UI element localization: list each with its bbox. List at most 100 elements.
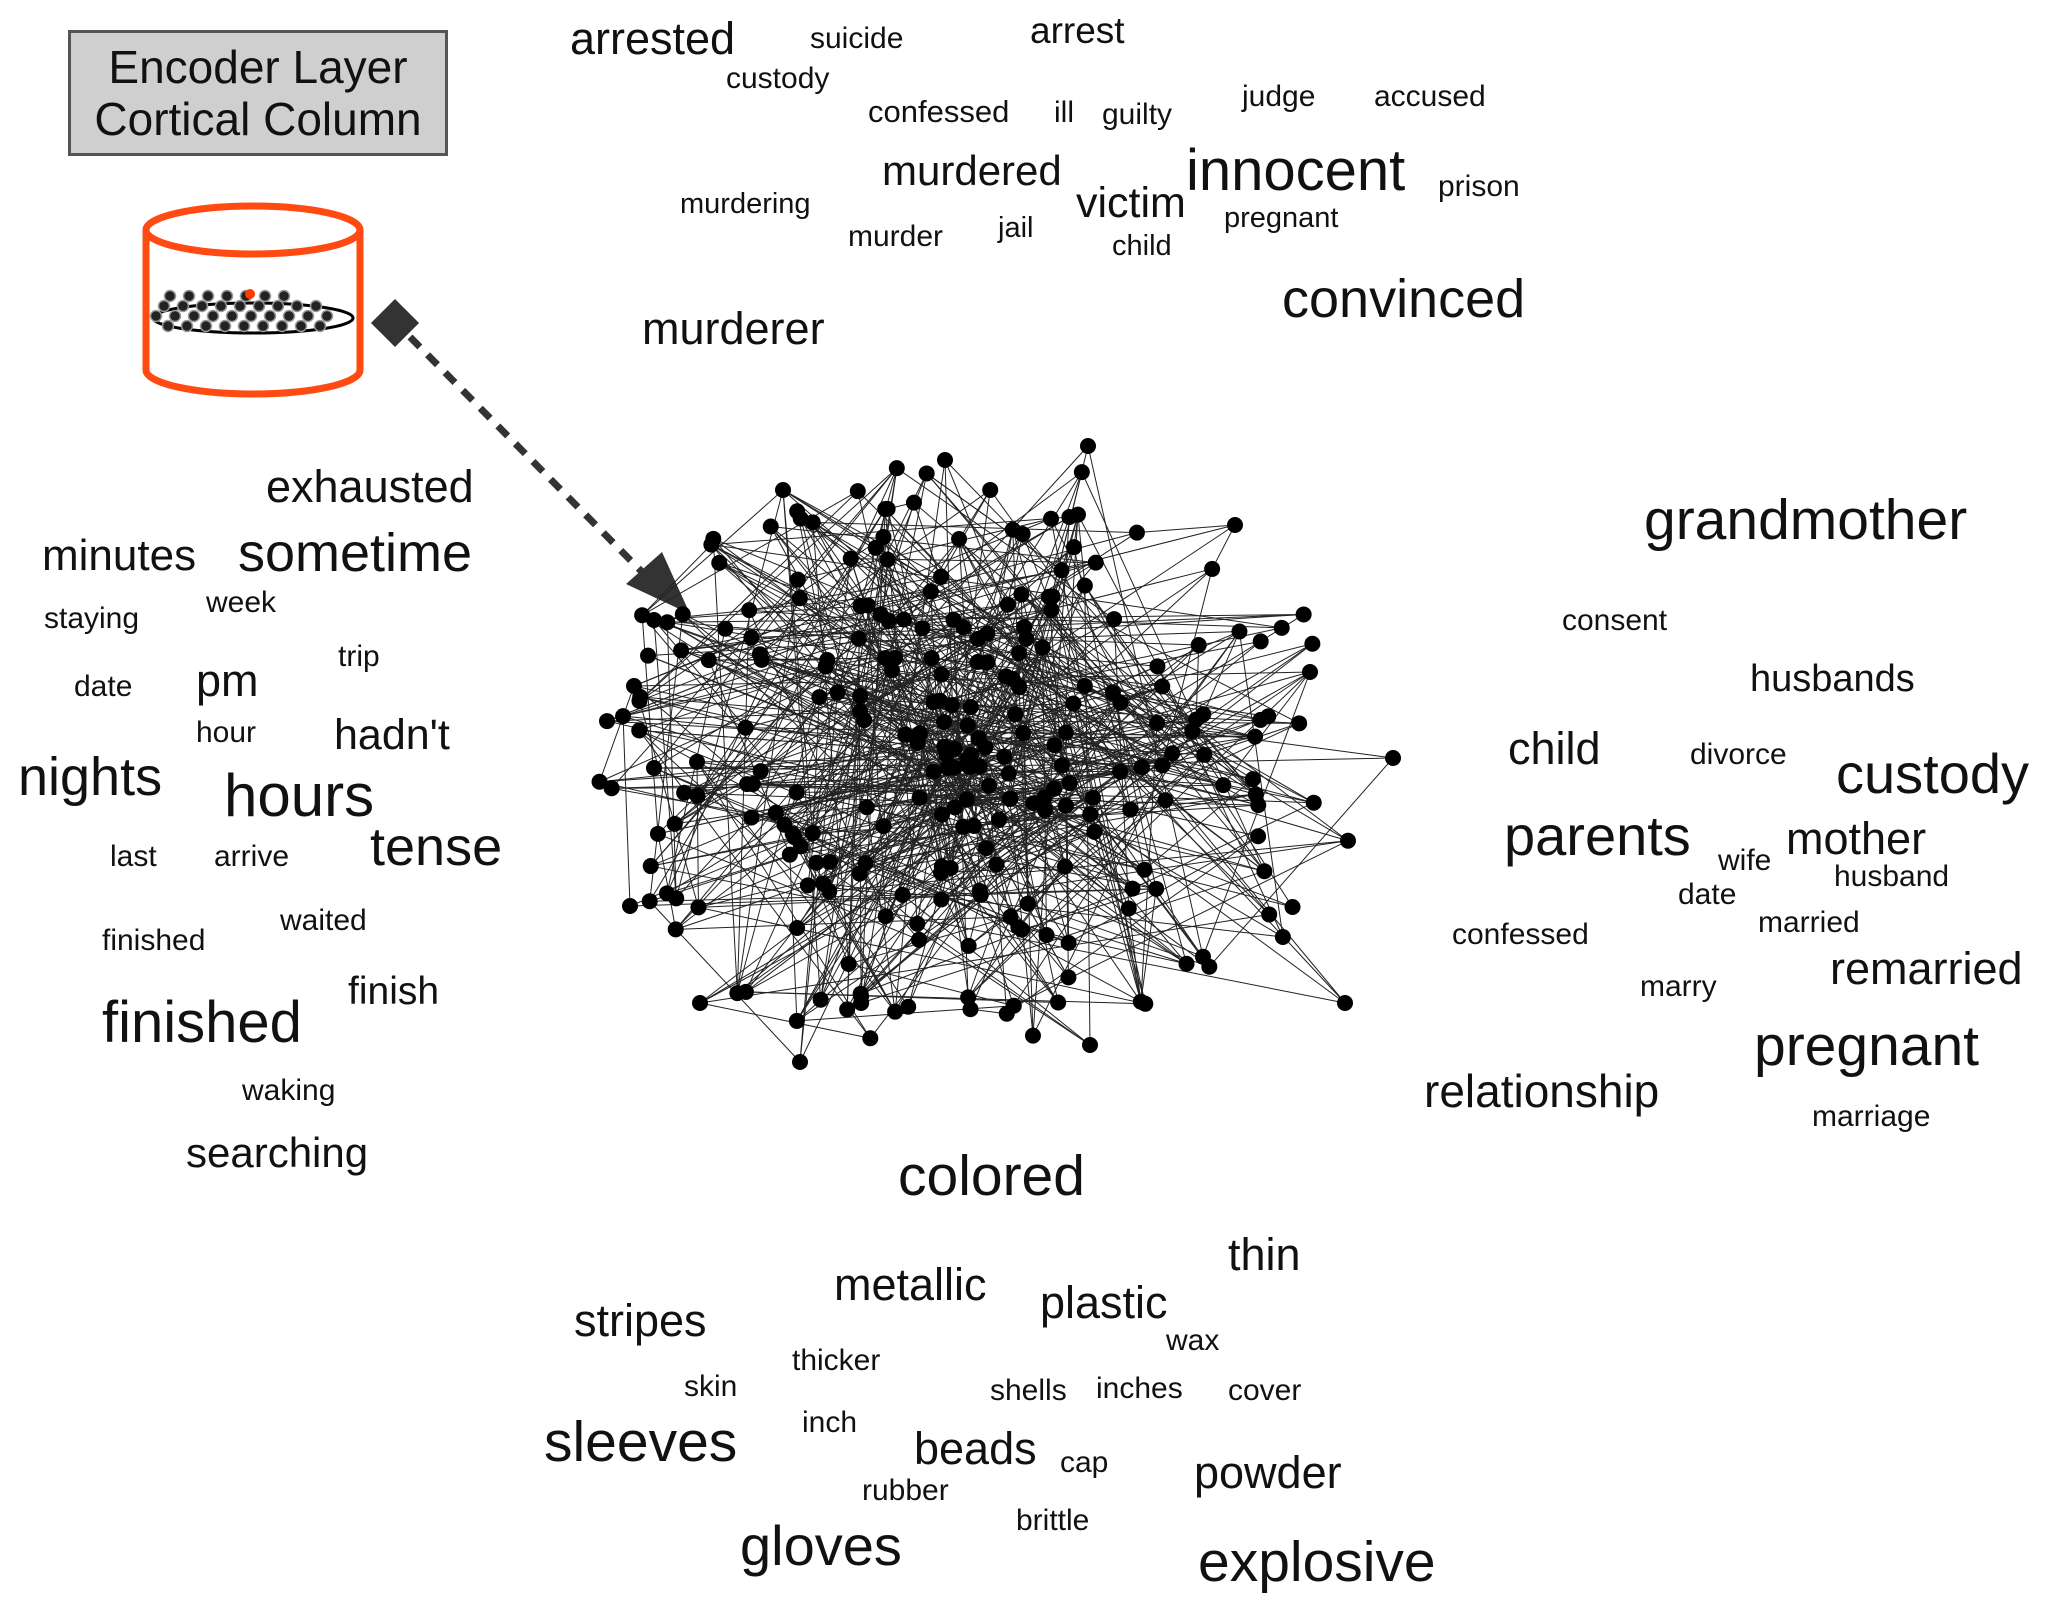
network-node [1304, 635, 1321, 652]
network-node [850, 630, 867, 647]
network-node [792, 1054, 808, 1070]
network-edge [1112, 692, 1157, 889]
network-edge [904, 459, 946, 735]
network-edge [867, 569, 1062, 606]
network-node [1244, 771, 1261, 788]
column-cell [301, 309, 315, 323]
network-node [751, 646, 768, 663]
word-family-consent: consent [1562, 604, 1668, 637]
network-node [933, 891, 950, 908]
word-crime-arrest: arrest [1030, 10, 1125, 51]
network-node [1065, 539, 1082, 556]
network-node [862, 1030, 879, 1047]
word-materials-explosive: explosive [1198, 1530, 1436, 1594]
network-node [1250, 828, 1267, 845]
network-edge [675, 445, 1089, 899]
network-node [1252, 711, 1269, 728]
network-node [1069, 506, 1086, 523]
network-node [918, 465, 935, 482]
word-crime-ill: ill [1054, 96, 1074, 129]
network-edge [653, 767, 1023, 931]
network-node [812, 991, 829, 1008]
network-edge [1161, 568, 1213, 766]
network-node [781, 846, 798, 863]
network-edge [917, 923, 1091, 1046]
network-edge [653, 619, 1158, 667]
network-edge [708, 590, 931, 661]
title-line-1: Encoder Layer [108, 41, 408, 93]
network-edge [752, 783, 989, 787]
network-edge [699, 799, 968, 1004]
network-node [1044, 588, 1061, 605]
network-edge [828, 891, 896, 1012]
network-node [1050, 994, 1067, 1011]
network-edge [1027, 903, 1210, 968]
word-time-searching: searching [186, 1129, 369, 1176]
word-materials-thicker: thicker [792, 1344, 881, 1377]
column-cell [199, 319, 213, 333]
cortical-column-icon [142, 202, 364, 398]
network-node [1149, 715, 1166, 732]
network-node [971, 758, 988, 775]
network-node [1295, 606, 1312, 623]
word-crime-murderer: murderer [642, 303, 825, 354]
network-edge [629, 888, 1157, 907]
word-time-staying: staying [44, 602, 140, 635]
network-edge [745, 991, 1146, 1005]
network-edge [969, 757, 1394, 768]
network-node [703, 536, 720, 553]
network-node [905, 494, 922, 511]
network-node [711, 554, 728, 571]
network-edge [745, 671, 1311, 993]
network-edge [629, 685, 1163, 907]
network-node [935, 714, 952, 731]
network-edge [860, 771, 1121, 997]
network-node [666, 815, 683, 832]
network-node [1046, 780, 1063, 797]
network-edge [816, 862, 1091, 1046]
network-edge [829, 840, 1349, 892]
column-cell [309, 299, 323, 313]
word-materials-colored: colored [898, 1144, 1085, 1208]
network-edge [865, 793, 1256, 864]
column-cell [294, 319, 308, 333]
network-node [1013, 586, 1030, 603]
word-time-hadnt: hadn't [334, 711, 450, 759]
column-cell [195, 299, 209, 313]
highlighted-cell [245, 289, 255, 299]
network-edge [816, 765, 980, 864]
word-time-hour: hour [196, 716, 257, 749]
network-edge [641, 544, 712, 616]
network-node [900, 998, 917, 1015]
word-crime-murder: murder [848, 220, 944, 253]
network-node [804, 825, 821, 842]
network-edge [812, 521, 1137, 534]
network-edge [650, 865, 1346, 1004]
network-node [1036, 802, 1053, 819]
network-node [988, 856, 1005, 873]
network-edge [985, 746, 1063, 767]
title-box: Encoder Layer Cortical Column [68, 30, 448, 156]
word-time-date: date [74, 670, 133, 703]
network-node [649, 825, 666, 842]
network-node [815, 875, 832, 892]
word-time-hours: hours [224, 762, 375, 829]
network-node [1274, 928, 1291, 945]
column-cell [313, 319, 327, 333]
network-edge [958, 538, 1067, 733]
network-edge [789, 854, 798, 1021]
network-node [856, 712, 873, 729]
network-edge [1141, 631, 1240, 768]
network-edge [930, 591, 1047, 936]
network-edge [979, 890, 1059, 1003]
network-edge [1072, 703, 1094, 798]
network-edge [950, 533, 1024, 869]
network-node [1057, 797, 1074, 814]
column-cell [168, 309, 182, 323]
network-edge [954, 748, 1130, 909]
column-cell [252, 299, 266, 313]
network-node [1060, 969, 1077, 986]
network-node [1016, 619, 1033, 636]
network-node [631, 722, 648, 739]
network-edge [930, 590, 1197, 721]
